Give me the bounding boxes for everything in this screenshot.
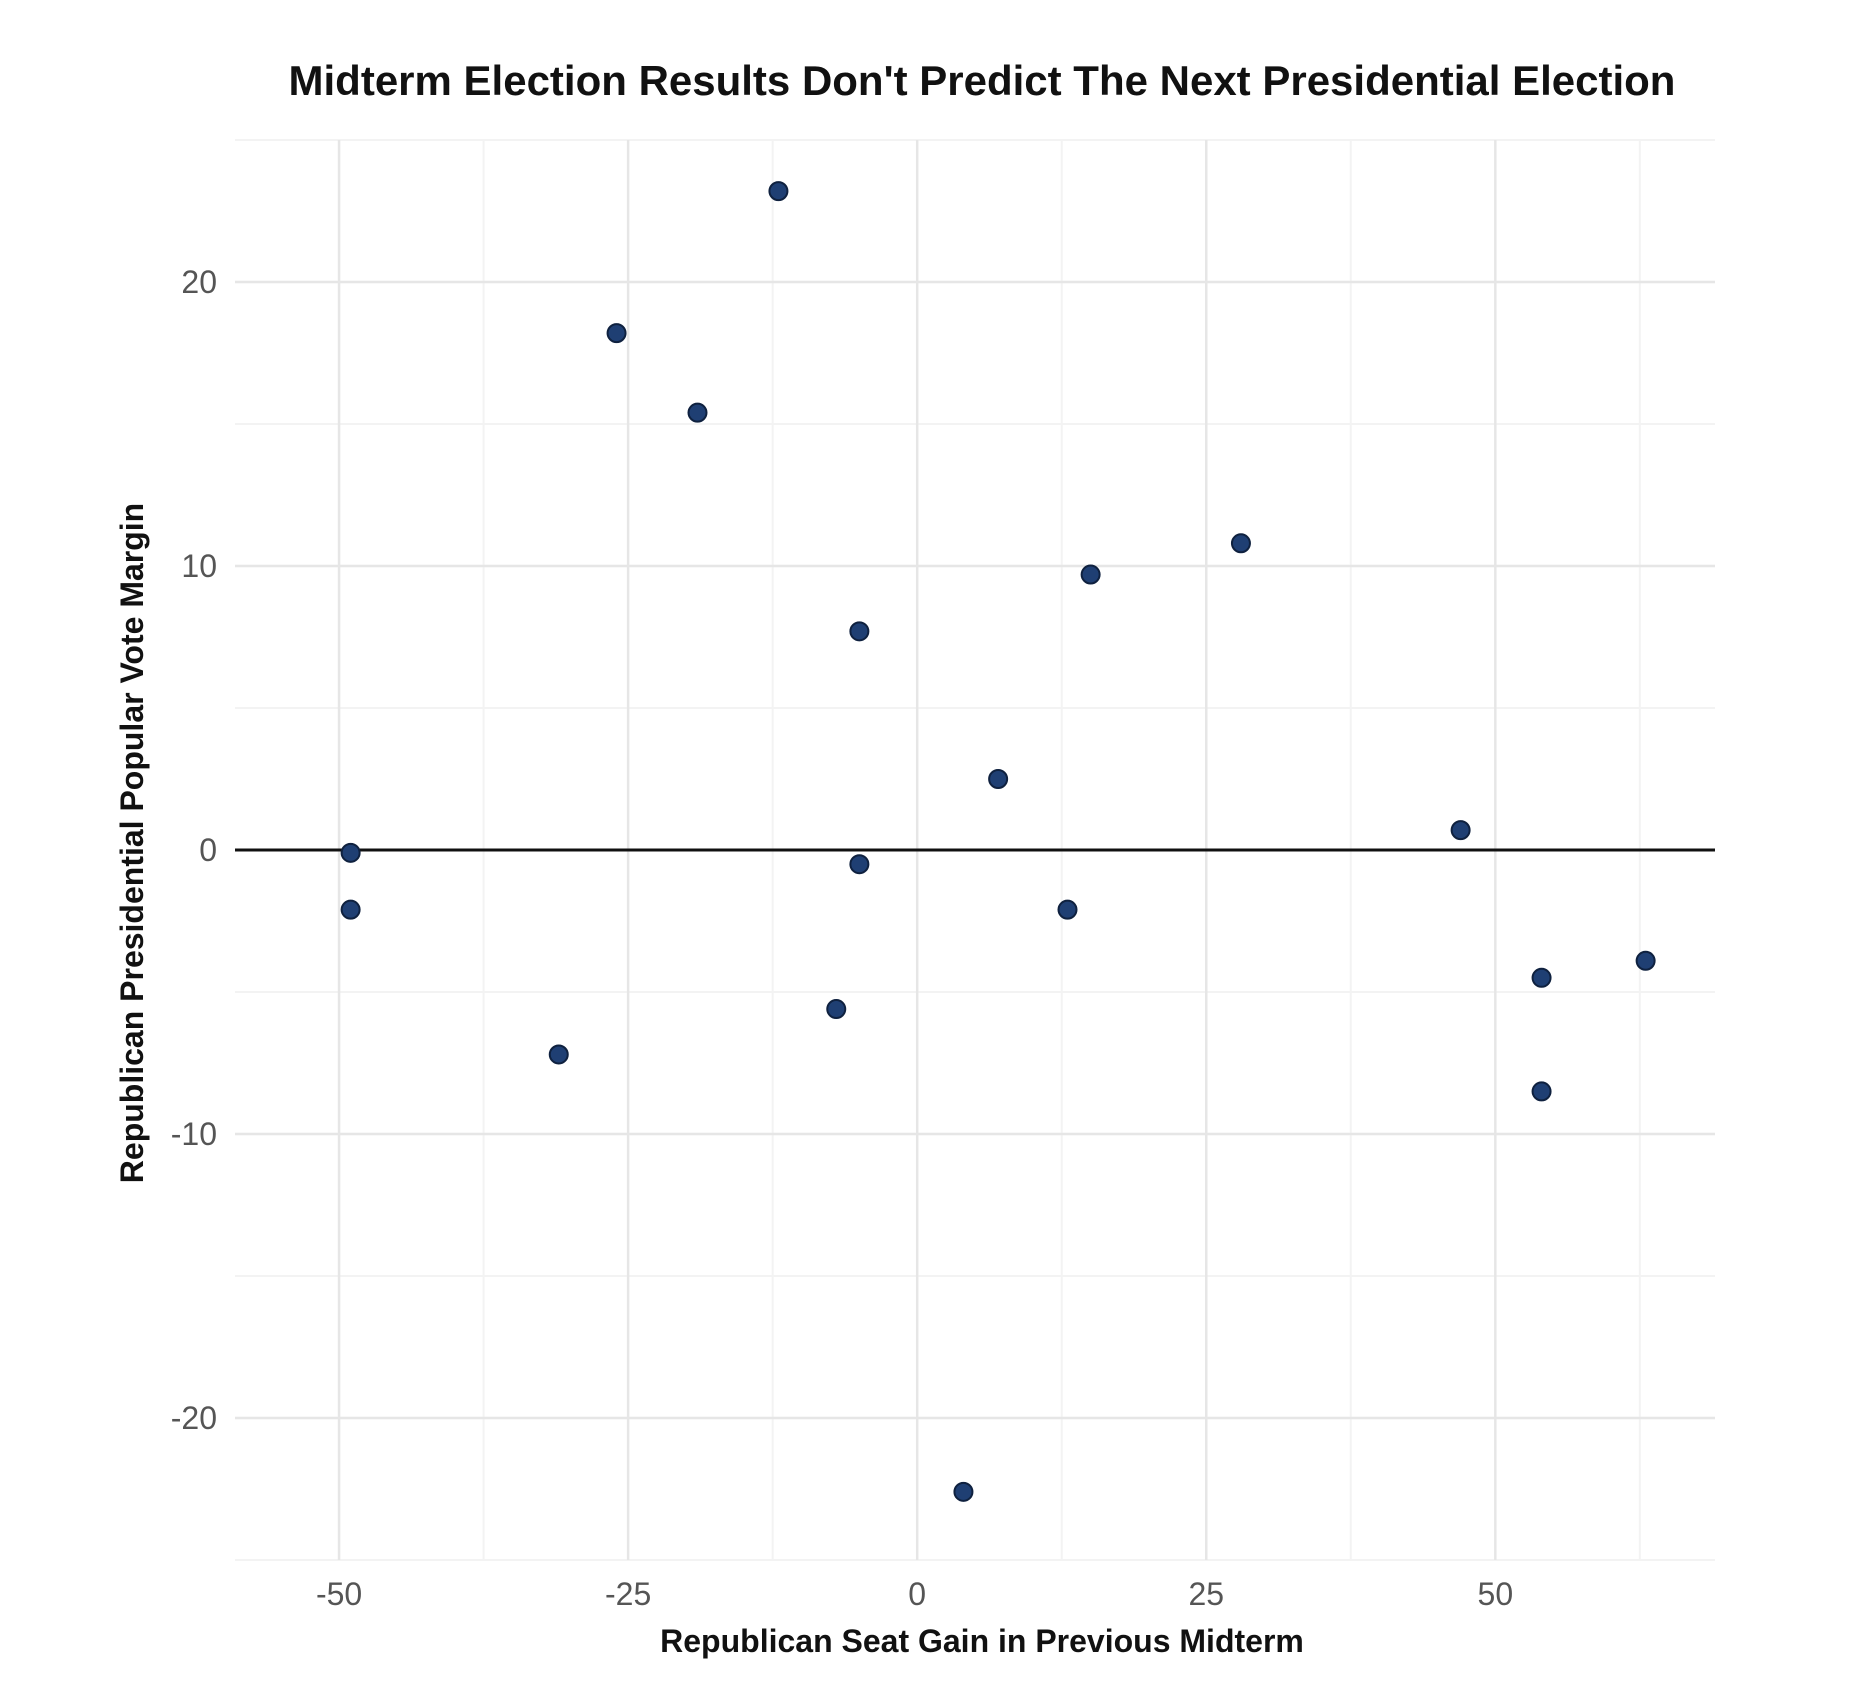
x-tick-label: 0 bbox=[908, 1576, 926, 1612]
data-point bbox=[1637, 952, 1655, 970]
data-point bbox=[1232, 534, 1250, 552]
x-axis-title: Republican Seat Gain in Previous Midterm bbox=[660, 1623, 1304, 1659]
x-tick-label: -25 bbox=[605, 1576, 651, 1612]
data-points bbox=[342, 182, 1655, 1501]
data-point bbox=[689, 404, 707, 422]
x-tick-label: 25 bbox=[1188, 1576, 1224, 1612]
y-tick-label: 20 bbox=[181, 264, 217, 300]
chart-title: Midterm Election Results Don't Predict T… bbox=[289, 57, 1676, 104]
data-point bbox=[827, 1000, 845, 1018]
x-tick-label: -50 bbox=[316, 1576, 362, 1612]
y-tick-label: -10 bbox=[171, 1116, 217, 1152]
data-point bbox=[850, 622, 868, 640]
data-point bbox=[608, 324, 626, 342]
x-tick-label: 50 bbox=[1478, 1576, 1514, 1612]
data-point bbox=[1059, 901, 1077, 919]
x-axis-ticks: -50 -25 0 25 50 bbox=[316, 1576, 1513, 1612]
data-point bbox=[1452, 821, 1470, 839]
data-point bbox=[1533, 1082, 1551, 1100]
data-point bbox=[1533, 969, 1551, 987]
y-tick-label: 10 bbox=[181, 548, 217, 584]
data-point bbox=[954, 1483, 972, 1501]
y-tick-label: 0 bbox=[199, 832, 217, 868]
y-tick-label: -20 bbox=[171, 1400, 217, 1436]
data-point bbox=[342, 901, 360, 919]
data-point bbox=[550, 1045, 568, 1063]
y-axis-title: Republican Presidential Popular Vote Mar… bbox=[114, 503, 150, 1183]
data-point bbox=[989, 770, 1007, 788]
y-axis-ticks: -20 -10 0 10 20 bbox=[171, 264, 217, 1436]
data-point bbox=[769, 182, 787, 200]
data-point bbox=[850, 855, 868, 873]
data-point bbox=[342, 844, 360, 862]
data-point bbox=[1082, 566, 1100, 584]
